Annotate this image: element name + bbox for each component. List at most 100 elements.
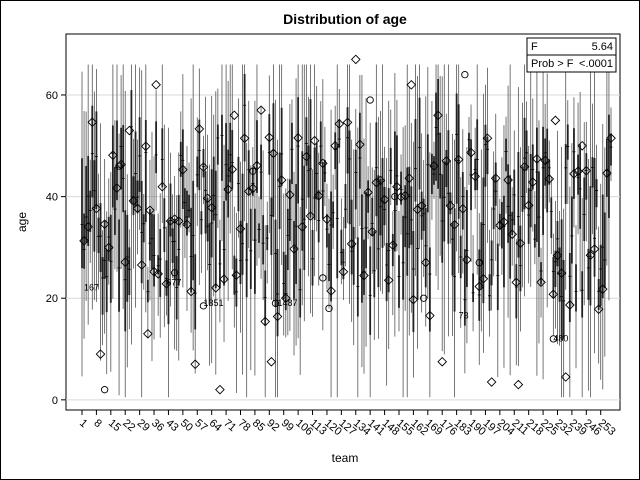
box [105, 249, 108, 313]
box-team-131 [348, 64, 352, 304]
box [297, 97, 300, 204]
box-team-105 [294, 78, 298, 346]
mean-marker [120, 257, 131, 267]
box-team-221 [533, 191, 537, 265]
box [603, 212, 606, 289]
outlier-point [319, 274, 327, 282]
mean-marker [243, 186, 254, 197]
mean-marker [540, 155, 550, 166]
mean-marker [157, 181, 168, 192]
box-team-173 [434, 64, 438, 276]
box [342, 248, 345, 280]
box [280, 107, 283, 187]
mean-marker [420, 257, 431, 268]
box [181, 129, 184, 210]
box-team-200 [490, 207, 494, 311]
box-team-184 [457, 64, 461, 274]
box [336, 143, 339, 279]
mean-marker [313, 190, 324, 201]
box-team-70 [222, 144, 226, 342]
box-team-211 [512, 130, 516, 281]
box-team-239 [570, 143, 574, 306]
mean-marker [478, 273, 489, 284]
mean-marker [239, 133, 250, 144]
outlier-point [391, 192, 399, 201]
box [527, 188, 530, 244]
mean-marker [387, 240, 398, 250]
outlier-label: 1351 [203, 298, 223, 308]
box [488, 274, 491, 311]
box-team-32 [144, 64, 148, 313]
box [278, 152, 281, 230]
mean-marker [490, 173, 501, 184]
box [496, 243, 499, 311]
box [575, 264, 577, 312]
box-team-1 [80, 71, 84, 377]
box-team-19 [117, 133, 121, 396]
box [188, 194, 190, 218]
box [276, 248, 279, 337]
box [186, 190, 188, 236]
box [317, 190, 320, 243]
box [132, 176, 135, 216]
box [122, 125, 125, 213]
mean-marker [235, 223, 246, 234]
box [428, 247, 431, 332]
box-team-46 [173, 176, 177, 350]
box-team-59 [199, 170, 203, 273]
box [340, 229, 343, 266]
box-team-246 [584, 121, 588, 242]
mean-marker [182, 219, 192, 230]
box-team-222 [535, 64, 539, 376]
box-team-55 [191, 64, 195, 351]
x-tick-label: 8 [91, 417, 103, 430]
box [482, 177, 485, 304]
chart-title: Distribution of age [283, 11, 407, 27]
box [533, 224, 536, 248]
box-team-109 [302, 64, 306, 322]
mean-marker [400, 190, 410, 201]
mean-marker [486, 377, 497, 387]
box [155, 121, 158, 174]
box-team-225 [541, 64, 545, 380]
box-team-116 [317, 152, 321, 286]
outlier-point [100, 386, 109, 394]
box-team-186 [461, 129, 465, 274]
box [89, 190, 92, 233]
mean-marker [466, 147, 476, 158]
mean-marker [178, 164, 188, 175]
outlier-point [549, 335, 558, 343]
box [221, 114, 223, 181]
box [171, 228, 174, 263]
mean-marker [285, 189, 295, 200]
box [254, 208, 256, 294]
box-team-179 [446, 64, 450, 337]
box [144, 120, 147, 223]
box [363, 239, 365, 295]
outlier-label: 73 [459, 311, 469, 321]
box-team-23 [125, 174, 129, 368]
mean-marker [297, 221, 308, 232]
box-team-182 [453, 139, 457, 398]
box [192, 180, 195, 281]
box [227, 149, 230, 218]
mean-marker [165, 216, 176, 226]
mean-marker [103, 242, 114, 253]
box [441, 174, 444, 263]
box-team-40 [160, 64, 164, 223]
box [593, 158, 596, 277]
box [373, 230, 376, 298]
box [406, 167, 409, 276]
box [585, 153, 588, 200]
mean-marker [317, 158, 328, 169]
box-team-220 [531, 98, 535, 232]
mean-marker [256, 105, 266, 116]
box-team-251 [595, 144, 599, 230]
mean-marker [416, 200, 427, 211]
mean-marker [453, 154, 464, 165]
box [196, 156, 199, 188]
box-team-53 [187, 162, 191, 233]
box [531, 144, 534, 190]
box-team-33 [146, 266, 150, 339]
box [295, 184, 297, 285]
